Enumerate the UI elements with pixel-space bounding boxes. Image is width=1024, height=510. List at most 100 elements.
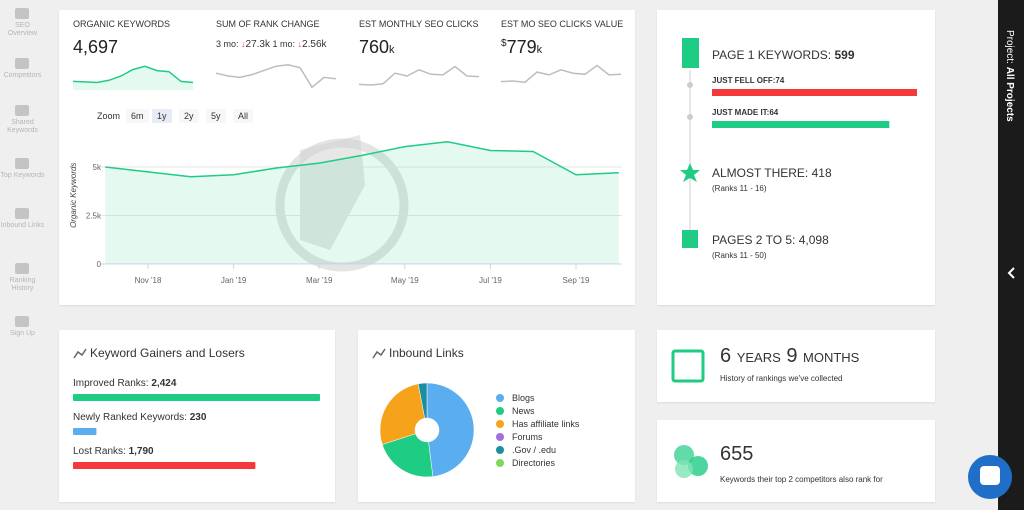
nav-label[interactable]: SEO Overview (7, 22, 38, 37)
metric-title: SUM OF RANK CHANGE (216, 19, 320, 29)
timeline-dot (687, 82, 693, 88)
line (358, 65, 480, 86)
right-panel[interactable] (998, 0, 1024, 510)
competitors-value: 655 (720, 443, 754, 465)
legend-swatch (496, 394, 504, 402)
x-tick-label: Sep '19 (563, 276, 590, 285)
x-tick-label: Jul '19 (479, 276, 502, 285)
legend-label: .Gov / .edu (512, 445, 556, 455)
nav-icon[interactable] (15, 58, 29, 69)
y-tick-label: 5k (93, 163, 102, 172)
gainers-card (59, 330, 335, 502)
zoom-button[interactable]: 5y (206, 109, 226, 123)
legend-label: News (512, 406, 535, 416)
zoom-button[interactable]: 1y (152, 109, 172, 123)
trophy-icon (682, 38, 699, 68)
value: 74 (775, 76, 785, 85)
collapse-chevron[interactable] (1007, 267, 1015, 279)
unit: k (536, 44, 543, 56)
title: PAGES 2 TO 5: (712, 233, 796, 247)
nav-label[interactable]: Shared Keywords (7, 119, 38, 134)
count: 418 (811, 166, 832, 180)
gainer-row: Lost Ranks: 1,790 (73, 446, 154, 457)
bubble-icon (675, 460, 693, 478)
nav-label[interactable]: Competitors (3, 72, 42, 79)
almost-heading: ALMOST THERE: 418 (712, 166, 832, 180)
x-tick-label: Nov '18 (135, 276, 162, 285)
nav-icon[interactable] (15, 105, 29, 116)
years: 6 (720, 345, 732, 367)
x-tick-label: Jan '19 (221, 276, 247, 285)
zoom-button[interactable]: All (233, 109, 254, 123)
nav-icon[interactable] (15, 158, 29, 169)
unit: k (389, 44, 395, 56)
label: Lost Ranks: (73, 446, 126, 457)
note: (Ranks 11 - 50) (712, 251, 767, 260)
down-arrow: ↓ (241, 39, 246, 49)
nav-label[interactable]: Top Keywords (0, 172, 45, 179)
bubble-icon (688, 456, 708, 476)
caption: Keywords their top 2 competitors also ra… (720, 475, 883, 484)
count: 4,098 (798, 233, 829, 247)
progress-bar (73, 462, 256, 469)
title: PAGE 1 KEYWORDS: (712, 48, 832, 62)
label: Improved Ranks: (73, 378, 149, 389)
chart-icon (73, 348, 87, 359)
progress-bar (73, 394, 320, 401)
metric-value: 760k (359, 37, 395, 58)
chart-icon (372, 348, 386, 359)
pages-heading: PAGES 2 TO 5: 4,098 (712, 233, 829, 247)
months: 9 (786, 345, 798, 367)
currency: $ (501, 38, 507, 49)
legend-label: Has affiliate links (512, 419, 580, 429)
line (215, 64, 337, 89)
x-tick-label: Mar '19 (306, 276, 333, 285)
project-selector[interactable]: Project: All Projects (1004, 30, 1015, 122)
nav-icon[interactable] (15, 8, 29, 19)
legend-swatch (496, 433, 504, 441)
pie-slice (426, 382, 475, 477)
gainer-row: Improved Ranks: 2,424 (73, 378, 176, 389)
page-one-card (657, 10, 935, 305)
pie-slice (417, 382, 428, 419)
history-value: 6 YEARS 9 MONTHS (720, 345, 859, 368)
book-icon (682, 230, 698, 248)
progress-bar (73, 428, 97, 435)
nav-label[interactable]: Ranking History (9, 277, 36, 292)
zoom-button[interactable]: 2y (179, 109, 199, 123)
legend-swatch (496, 459, 504, 467)
legend-label: Forums (512, 432, 543, 442)
legend-swatch (496, 446, 504, 454)
legend-label: Blogs (512, 393, 535, 403)
line (500, 64, 622, 83)
x-tick-label: May '19 (391, 276, 419, 285)
nav-icon[interactable] (15, 316, 29, 327)
line (72, 65, 194, 84)
project-value: All Projects (1004, 66, 1015, 122)
progress-bar (712, 121, 890, 128)
nav-label[interactable]: Inbound Links (0, 222, 45, 229)
count: 599 (834, 48, 855, 62)
nav-icon[interactable] (15, 263, 29, 274)
pie-slice (379, 383, 426, 445)
area (73, 66, 193, 90)
change-value: 27.3k (245, 39, 270, 50)
nav-icon[interactable] (15, 208, 29, 219)
value: 230 (189, 412, 207, 423)
y-tick-label: 2.5k (86, 212, 102, 221)
value: 779 (506, 37, 537, 57)
nav-label[interactable]: Sign Up (10, 330, 35, 337)
title: ALMOST THERE: (712, 166, 809, 180)
y-axis-label: Organic Keywords (69, 163, 78, 228)
label: Newly Ranked Keywords: (73, 412, 187, 423)
zoom-button[interactable]: 6m (126, 109, 149, 123)
caption: History of rankings we've collected (720, 374, 843, 383)
bubble-icon (674, 445, 694, 465)
star-icon (680, 163, 700, 182)
metric-title: EST MONTHLY SEO CLICKS (359, 19, 479, 29)
calendar-icon (671, 349, 705, 383)
y-tick-label: 0 (97, 260, 102, 269)
label: JUST FELL OFF: (712, 76, 776, 85)
